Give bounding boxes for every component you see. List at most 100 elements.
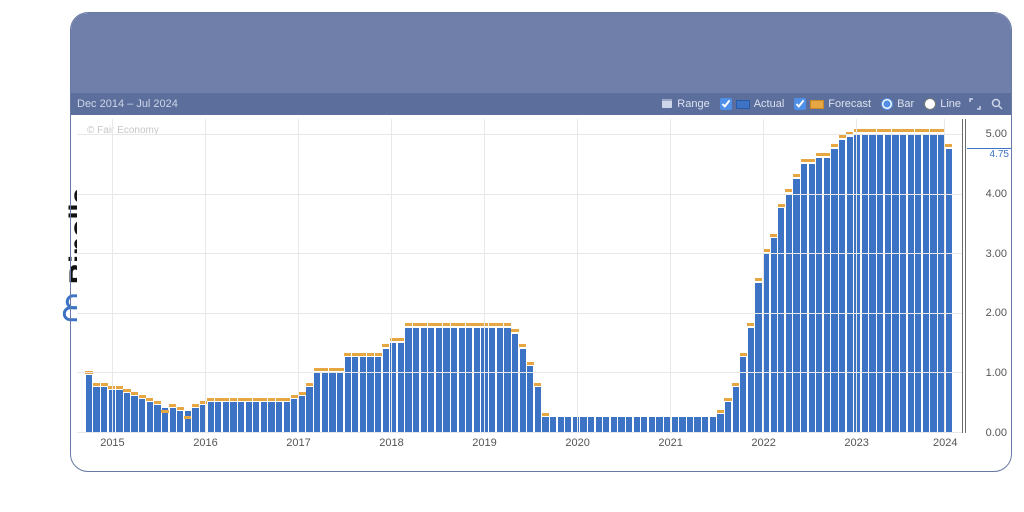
bar (147, 402, 153, 432)
bar (626, 417, 632, 432)
bar (322, 372, 328, 432)
bar (801, 164, 807, 432)
bar (451, 328, 457, 432)
forecast-cap (420, 323, 427, 326)
forecast-cap (724, 398, 731, 401)
gridline-v (391, 119, 392, 432)
forecast-cap (116, 386, 123, 389)
bar (611, 417, 617, 432)
gridline-h (77, 432, 962, 433)
forecast-cap (367, 353, 374, 356)
card-header-band (71, 13, 1011, 93)
bar (740, 357, 746, 432)
gridline-v (577, 119, 578, 432)
forecast-cap (732, 383, 739, 386)
bar (839, 140, 845, 432)
forecast-cap (473, 323, 480, 326)
forecast-cap (154, 401, 161, 404)
bar (877, 134, 883, 432)
bar (253, 402, 259, 432)
y-tick-label: 0.00 (986, 427, 1007, 439)
bar (383, 349, 389, 432)
forecast-cap (831, 144, 838, 147)
range-label: Range (677, 98, 709, 110)
forecast-cap (801, 159, 808, 162)
bar (542, 417, 548, 432)
bar (101, 387, 107, 432)
bar (588, 417, 594, 432)
expand-icon[interactable] (967, 96, 983, 112)
forecast-cap (123, 389, 130, 392)
bar (694, 417, 700, 432)
y-tick-label: 3.00 (986, 248, 1007, 260)
forecast-cap (534, 383, 541, 386)
line-label: Line (940, 98, 961, 110)
line-radio[interactable] (924, 98, 936, 110)
range-button[interactable]: Range (661, 97, 709, 112)
bar (748, 328, 754, 432)
forecast-cap (268, 398, 275, 401)
forecast-cap (511, 329, 518, 332)
forecast-checkbox[interactable] (794, 98, 806, 110)
actual-checkbox[interactable] (720, 98, 732, 110)
x-tick-label: 2020 (565, 437, 589, 449)
bar (436, 328, 442, 432)
forecast-cap (717, 410, 724, 413)
bar (573, 417, 579, 432)
bar-radio-group[interactable]: Bar (881, 98, 914, 110)
line-radio-group[interactable]: Line (924, 98, 961, 110)
bar (299, 396, 305, 432)
bar (634, 417, 640, 432)
forecast-cap (101, 383, 108, 386)
bar (223, 402, 229, 432)
forecast-cap (245, 398, 252, 401)
y-axis: 0.001.002.003.004.005.004.75 (965, 119, 1011, 433)
bar (831, 149, 837, 432)
bar (535, 387, 541, 432)
gridline-v (298, 119, 299, 432)
bar (185, 411, 191, 432)
forecast-cap (458, 323, 465, 326)
bar (177, 411, 183, 432)
bar (474, 328, 480, 432)
bar (504, 328, 510, 432)
bar (170, 408, 176, 432)
x-tick-label: 2019 (472, 437, 496, 449)
chart-card: Dec 2014 – Jul 2024 Range Actual Forecas… (70, 12, 1012, 472)
x-tick-label: 2015 (100, 437, 124, 449)
forecast-cap (207, 398, 214, 401)
bar (755, 283, 761, 432)
forecast-toggle[interactable]: Forecast (794, 98, 871, 110)
forecast-cap (740, 353, 747, 356)
bar (428, 328, 434, 432)
bar (367, 357, 373, 432)
bar (550, 417, 556, 432)
zoom-icon[interactable] (989, 96, 1005, 112)
bar (276, 402, 282, 432)
gridline-v (670, 119, 671, 432)
bar (938, 134, 944, 432)
y-tick-label: 5.00 (986, 128, 1007, 140)
bar (725, 402, 731, 432)
bar (778, 208, 784, 432)
actual-toggle[interactable]: Actual (720, 98, 785, 110)
bar (375, 357, 381, 432)
bar (139, 399, 145, 432)
bar (809, 164, 815, 432)
forecast-cap (161, 410, 168, 413)
forecast-cap (899, 129, 906, 132)
bar-radio[interactable] (881, 98, 893, 110)
bar (558, 417, 564, 432)
forecast-cap (283, 398, 290, 401)
bar (930, 134, 936, 432)
x-tick-label: 2016 (193, 437, 217, 449)
forecast-cap (451, 323, 458, 326)
forecast-cap (215, 398, 222, 401)
forecast-cap (504, 323, 511, 326)
bar (93, 387, 99, 432)
forecast-cap (222, 398, 229, 401)
bar (284, 402, 290, 432)
gridline-v (112, 119, 113, 432)
forecast-cap (413, 323, 420, 326)
gridline-v (856, 119, 857, 432)
